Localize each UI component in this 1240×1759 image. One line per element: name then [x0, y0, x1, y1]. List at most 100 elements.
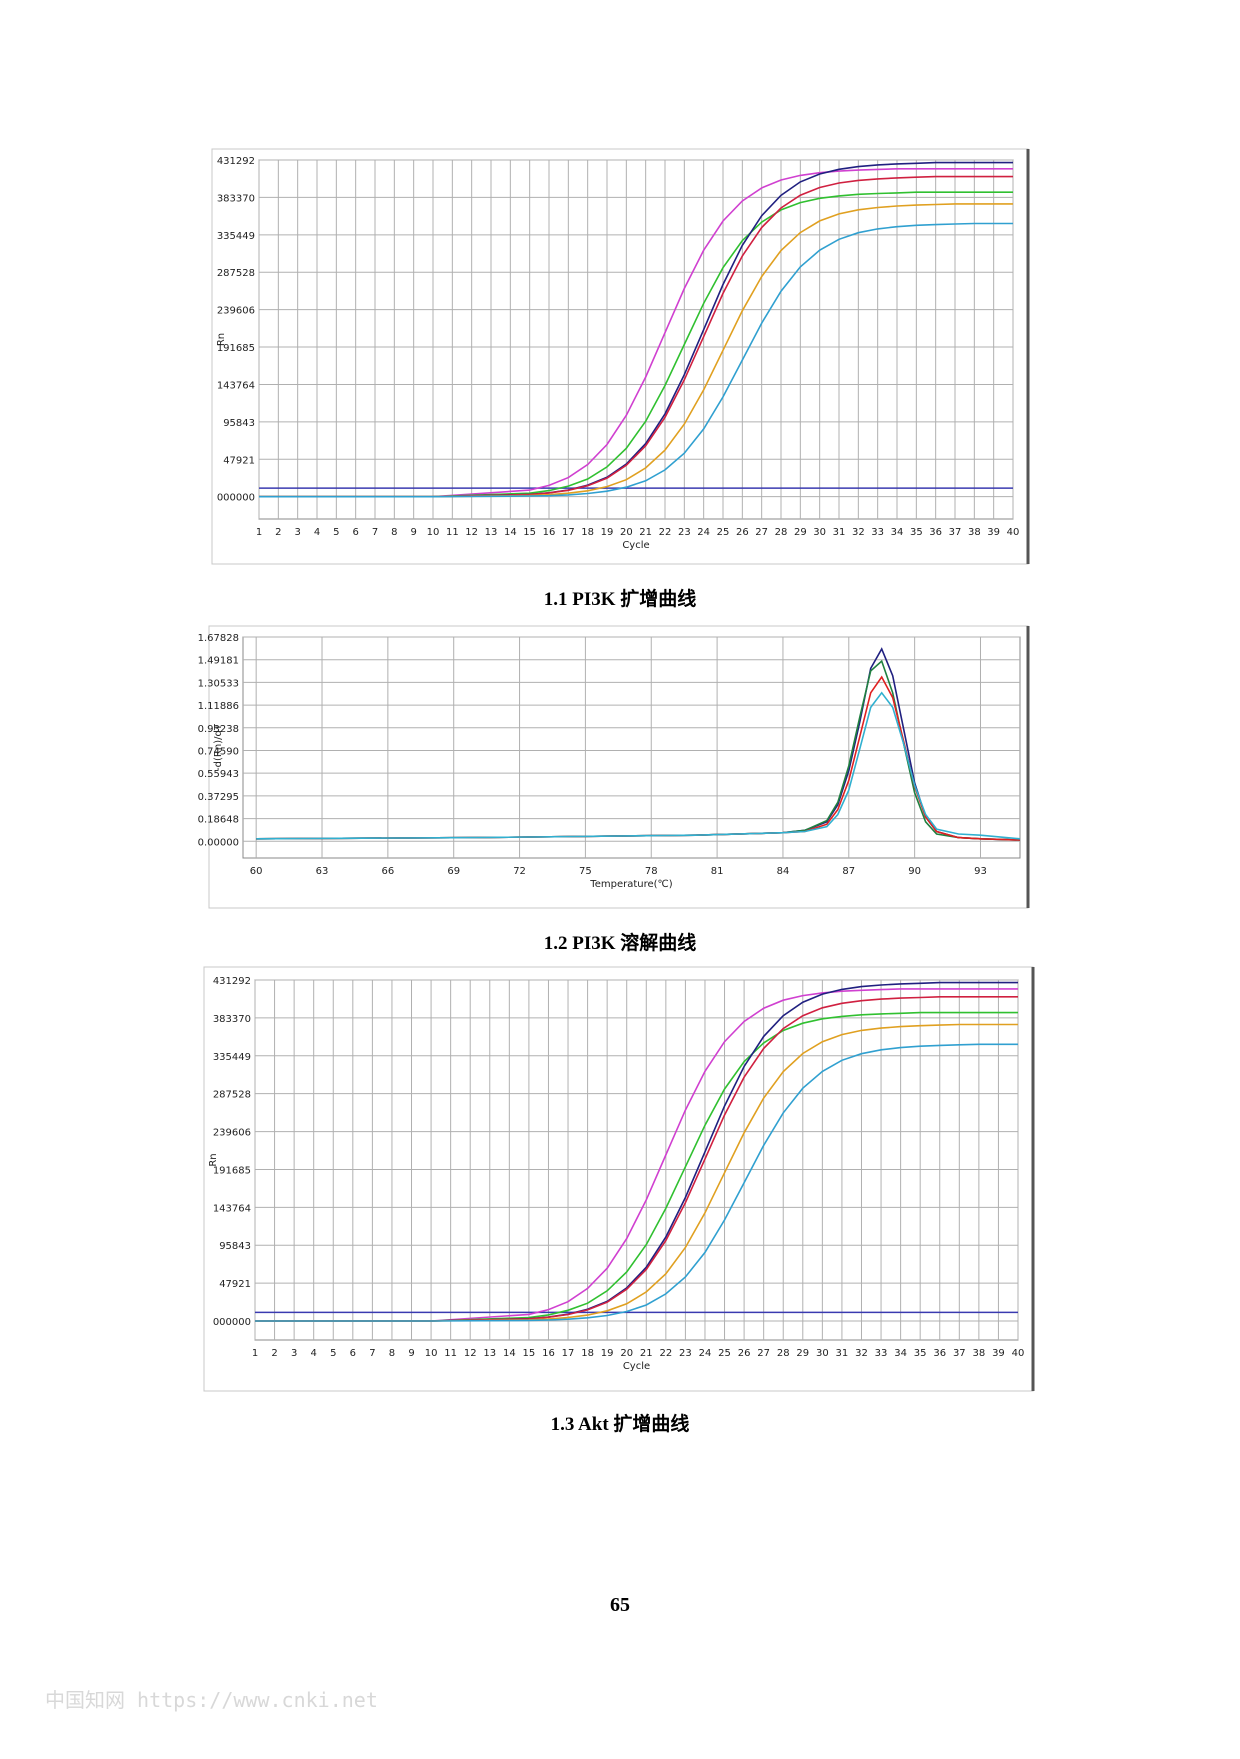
x-tick-label: 9	[410, 527, 416, 538]
y-tick-label: 1.67828	[198, 633, 239, 644]
x-tick-label: 32	[852, 527, 865, 538]
y-tick-label: 335449	[213, 1052, 251, 1063]
x-tick-label: 10	[425, 1348, 438, 1359]
data-line	[259, 175, 1013, 498]
data-line	[259, 222, 1013, 498]
data-line	[255, 988, 1018, 1322]
y-tick-label: 239606	[213, 1128, 251, 1139]
x-tick-label: 21	[640, 1348, 653, 1359]
x-tick-label: 7	[369, 1348, 375, 1359]
x-tick-label: 36	[929, 527, 942, 538]
x-tick-label: 33	[871, 527, 884, 538]
x-tick-label: 60	[250, 866, 263, 877]
figure-caption: 1.2 PI3K 溶解曲线	[544, 931, 697, 954]
data-line	[255, 1043, 1018, 1322]
data-line	[259, 168, 1013, 498]
x-tick-label: 35	[914, 1348, 927, 1359]
x-tick-label: 72	[513, 866, 526, 877]
y-tick-label: 95843	[219, 1241, 251, 1252]
x-tick-label: 21	[639, 527, 652, 538]
x-tick-label: 63	[316, 866, 329, 877]
y-tick-label: 287528	[213, 1090, 251, 1101]
y-tick-label: 95843	[223, 418, 255, 429]
y-tick-label: 1.11886	[198, 701, 239, 712]
x-tick-label: 37	[953, 1348, 966, 1359]
x-tick-label: 7	[372, 527, 378, 538]
x-tick-label: 78	[645, 866, 658, 877]
x-tick-label: 18	[581, 1348, 594, 1359]
x-tick-label: 4	[311, 1348, 317, 1359]
x-tick-label: 29	[794, 527, 807, 538]
x-tick-label: 32	[855, 1348, 868, 1359]
x-tick-label: 13	[485, 527, 498, 538]
x-tick-label: 34	[891, 527, 904, 538]
x-tick-label: 17	[562, 1348, 575, 1359]
y-tick-label: 000000	[213, 1317, 251, 1328]
data-line	[259, 203, 1013, 498]
y-tick-label: 000000	[217, 493, 255, 504]
y-tick-label: 0.93238	[198, 724, 239, 735]
x-tick-label: 1	[252, 1348, 258, 1359]
y-tick-label: 0.18648	[198, 815, 239, 826]
x-tick-label: 28	[777, 1348, 790, 1359]
x-tick-label: 14	[503, 1348, 516, 1359]
x-tick-label: 33	[875, 1348, 888, 1359]
x-axis-label: Cycle	[623, 1361, 650, 1372]
x-tick-label: 69	[447, 866, 460, 877]
data-line	[255, 1023, 1018, 1322]
x-tick-label: 10	[427, 527, 440, 538]
x-tick-label: 22	[659, 1348, 672, 1359]
x-tick-label: 4	[314, 527, 320, 538]
x-tick-label: 84	[777, 866, 790, 877]
x-tick-label: 1	[256, 527, 262, 538]
x-tick-label: 66	[381, 866, 394, 877]
y-tick-label: 0.55943	[198, 769, 239, 780]
x-tick-label: 17	[562, 527, 575, 538]
x-tick-label: 3	[291, 1348, 297, 1359]
x-tick-label: 26	[736, 527, 749, 538]
y-tick-label: 143764	[213, 1203, 251, 1214]
y-tick-label: 143764	[217, 380, 255, 391]
x-tick-label: 13	[483, 1348, 496, 1359]
x-tick-label: 5	[330, 1348, 336, 1359]
y-tick-label: 1.49181	[198, 656, 239, 667]
x-tick-label: 39	[992, 1348, 1005, 1359]
y-axis-label: Rn	[208, 1153, 219, 1166]
x-tick-label: 2	[271, 1348, 277, 1359]
y-tick-label: 191685	[217, 343, 255, 354]
x-tick-label: 20	[620, 1348, 633, 1359]
y-tick-label: 239606	[217, 306, 255, 317]
y-tick-label: 47921	[223, 455, 255, 466]
x-tick-label: 23	[678, 527, 691, 538]
x-tick-label: 16	[542, 1348, 555, 1359]
plot-area	[242, 636, 1021, 859]
x-tick-label: 35	[910, 527, 923, 538]
x-tick-label: 90	[908, 866, 921, 877]
x-tick-label: 3	[294, 527, 300, 538]
x-tick-label: 81	[711, 866, 724, 877]
figure-caption: 1.1 PI3K 扩增曲线	[544, 587, 697, 610]
y-tick-label: 1.30533	[198, 678, 239, 689]
x-tick-label: 6	[352, 527, 358, 538]
data-line	[255, 996, 1018, 1322]
x-tick-label: 75	[579, 866, 592, 877]
x-tick-label: 6	[350, 1348, 356, 1359]
figure-caption: 1.3 Akt 扩增曲线	[551, 1412, 690, 1435]
x-tick-label: 12	[465, 527, 478, 538]
y-tick-label: 191685	[213, 1165, 251, 1176]
x-tick-label: 19	[601, 1348, 614, 1359]
y-tick-label: 0.37295	[198, 792, 239, 803]
plot-area	[258, 159, 1014, 520]
x-tick-label: 19	[601, 527, 614, 538]
y-tick-label: 383370	[217, 193, 255, 204]
x-tick-label: 8	[389, 1348, 395, 1359]
y-axis-label: -d(Rn)/dT	[213, 723, 224, 771]
x-tick-label: 31	[836, 1348, 849, 1359]
x-tick-label: 27	[757, 1348, 770, 1359]
x-tick-label: 26	[738, 1348, 751, 1359]
y-tick-label: 431292	[213, 976, 251, 987]
x-tick-label: 25	[718, 1348, 731, 1359]
x-tick-label: 20	[620, 527, 633, 538]
x-tick-label: 8	[391, 527, 397, 538]
y-tick-label: 383370	[213, 1014, 251, 1025]
